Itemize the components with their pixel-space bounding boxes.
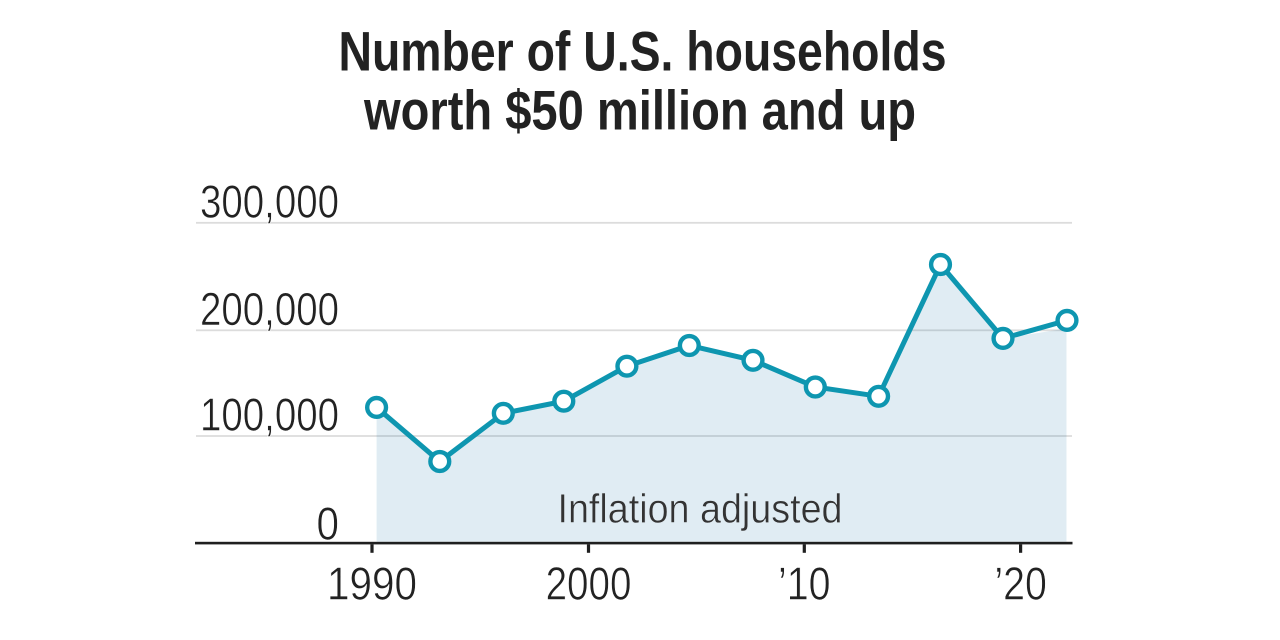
svg-text:100,000: 100,000 <box>200 389 339 441</box>
svg-text:0: 0 <box>317 498 340 550</box>
svg-text:1990: 1990 <box>327 558 417 610</box>
svg-text:’10: ’10 <box>778 558 831 610</box>
svg-text:300,000: 300,000 <box>200 176 339 228</box>
svg-text:’20: ’20 <box>994 558 1047 610</box>
svg-text:worth $50 million and up: worth $50 million and up <box>363 79 916 142</box>
svg-text:200,000: 200,000 <box>200 283 339 335</box>
svg-text:Inflation adjusted: Inflation adjusted <box>558 486 843 532</box>
svg-text:Number of U.S. households: Number of U.S. households <box>339 19 947 82</box>
svg-text:2000: 2000 <box>546 558 632 610</box>
